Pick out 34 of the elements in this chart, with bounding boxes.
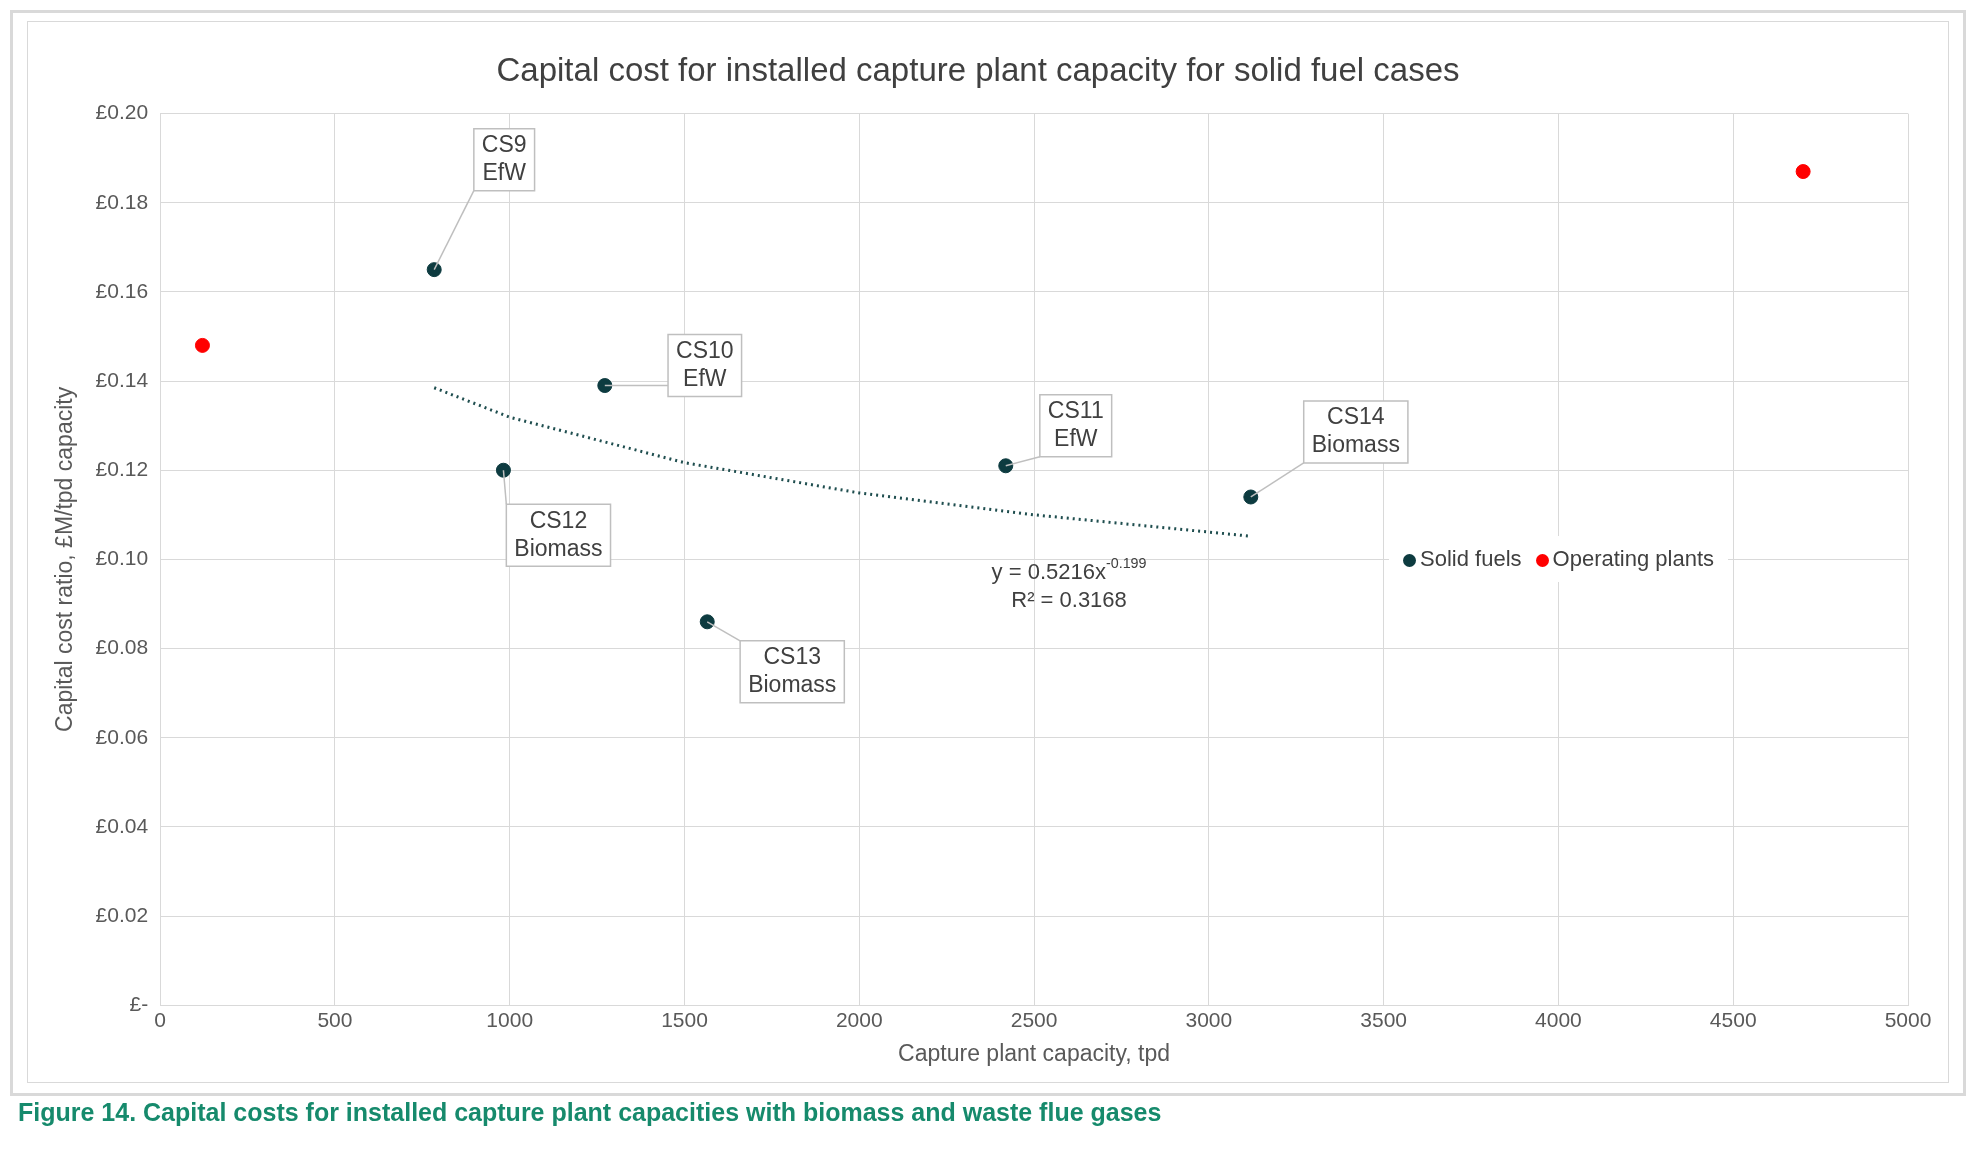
annotation: CS10 EfW: [676, 336, 734, 391]
y-tick-label: £0.02: [95, 902, 149, 926]
x-tick-label: 0: [154, 1007, 166, 1031]
x-tick-label: 3500: [1360, 1007, 1407, 1031]
x-axis-title: Capture plant capacity, tpd: [898, 1039, 1171, 1066]
legend-label: Operating plants: [1551, 546, 1714, 573]
y-axis-title: Capital cost ratio, £M/tpd capacity: [51, 386, 78, 732]
y-tick-label: £0.12: [95, 457, 149, 481]
chart-title: Capital cost for installed capture plant capacity for solid fuel cases: [496, 50, 1460, 88]
y-tick-label: £0.20: [95, 100, 149, 124]
x-tick-label: 500: [317, 1007, 353, 1031]
x-tick-label: 3000: [1185, 1007, 1233, 1031]
y-tick-label: £0.08: [95, 635, 149, 659]
annotation: CS9 EfW: [481, 130, 527, 185]
annotation: CS14 Biomass: [1311, 403, 1400, 458]
x-tick-label: 5000: [1884, 1007, 1932, 1031]
annotation: CS11 EfW: [1047, 397, 1104, 452]
y-tick-label: £0.10: [95, 546, 149, 570]
x-tick-label: 1000: [486, 1007, 534, 1031]
y-tick-label: £-: [129, 992, 149, 1015]
y-tick-label: £0.14: [95, 367, 149, 391]
y-tick-label: £0.16: [95, 278, 149, 302]
y-tick-label: £0.18: [95, 189, 149, 213]
annotation: CS12 Biomass: [514, 506, 603, 561]
x-tick-label: 1500: [661, 1007, 708, 1031]
y-tick-label: £0.06: [95, 724, 149, 748]
x-tick-label: 2500: [1010, 1007, 1058, 1031]
caption: Figure 14. Capital costs for installed capture plant capacities with biomass and waste flue gases: [18, 1098, 1162, 1127]
annotation: CS13 Biomass: [748, 643, 837, 698]
legend-label: Solid fuels: [1419, 546, 1522, 573]
x-tick-label: 2000: [835, 1007, 883, 1031]
x-tick-label: 4500: [1709, 1007, 1757, 1031]
x-tick-label: 4000: [1535, 1007, 1582, 1031]
y-tick-label: £0.04: [95, 813, 149, 837]
